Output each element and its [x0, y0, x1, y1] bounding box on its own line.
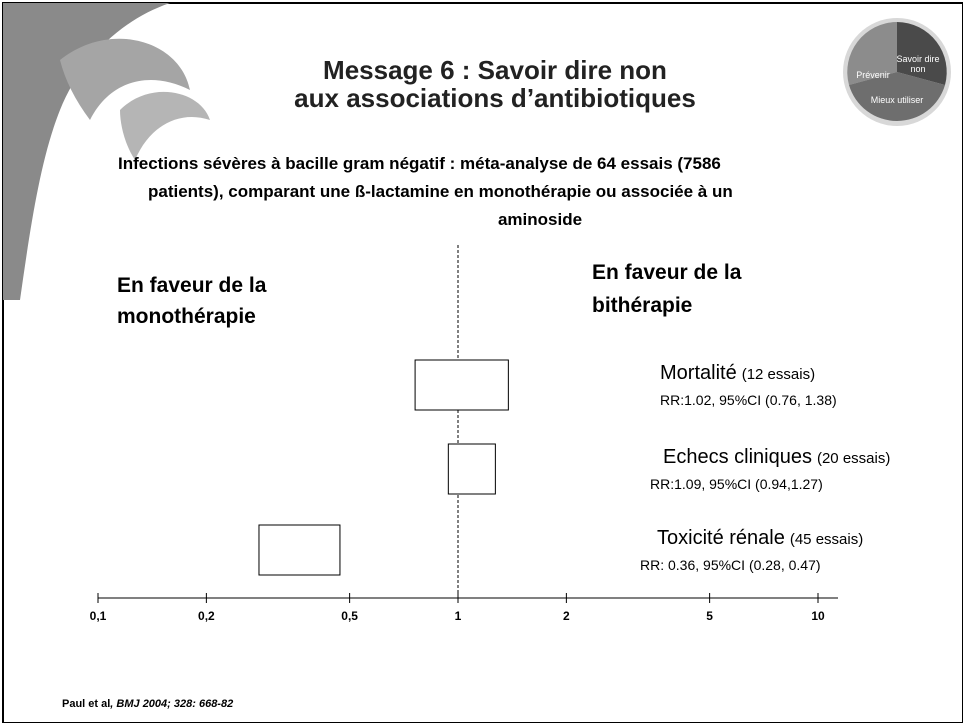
subtitle: aminoside	[498, 210, 582, 229]
ci-box	[259, 525, 340, 575]
x-tick-label: 0,1	[90, 609, 107, 623]
x-tick-label: 5	[706, 609, 713, 623]
source: Paul et al, BMJ 2004; 328: 668-82	[62, 698, 233, 710]
source-ref: , BMJ 2004; 328: 668-82	[109, 698, 233, 710]
row-name: Toxicité rénale	[657, 527, 785, 549]
row-stats: RR:1.09, 95%CI (0.94,1.27)	[650, 476, 823, 492]
row-label: Toxicité rénale (45 essais)	[657, 527, 863, 549]
logo-text: Mieux utiliser	[871, 95, 924, 105]
x-tick-label: 0,2	[198, 609, 215, 623]
logo-text: non	[910, 64, 925, 74]
favor-label: bithérapie	[592, 294, 692, 317]
slide: Prévenir Savoir dire non Mieux utiliser …	[0, 0, 963, 723]
favor-label: En faveur de la	[592, 261, 742, 284]
x-tick-label: 10	[811, 609, 825, 623]
x-tick-label: 1	[455, 609, 462, 623]
favor-label: En faveur de la	[117, 274, 267, 297]
x-tick-label: 0,5	[341, 609, 358, 623]
subtitle: patients), comparant une ß-lactamine en …	[148, 182, 733, 201]
title: aux associations d’antibiotiques	[294, 83, 696, 113]
row-count: (20 essais)	[817, 450, 890, 467]
logo-text: Prévenir	[856, 70, 890, 80]
ci-box	[448, 444, 495, 494]
logo-text: Savoir dire	[896, 54, 939, 64]
row-stats: RR: 0.36, 95%CI (0.28, 0.47)	[640, 557, 821, 573]
title: Message 6 : Savoir dire non	[323, 55, 667, 85]
ci-box	[415, 360, 508, 410]
row-stats: RR:1.02, 95%CI (0.76, 1.38)	[660, 392, 837, 408]
row-count: (45 essais)	[790, 531, 863, 548]
row-name: Mortalité	[660, 362, 737, 384]
logo: Prévenir Savoir dire non Mieux utiliser	[843, 18, 951, 126]
row-label: Echecs cliniques (20 essais)	[663, 446, 890, 468]
subtitle: Infections sévères à bacille gram négati…	[118, 154, 721, 173]
row-name: Echecs cliniques	[663, 446, 812, 468]
x-tick-label: 2	[563, 609, 570, 623]
favor-label: monothérapie	[117, 305, 256, 328]
row-count: (12 essais)	[742, 366, 815, 383]
source-author: Paul et al	[62, 698, 110, 710]
